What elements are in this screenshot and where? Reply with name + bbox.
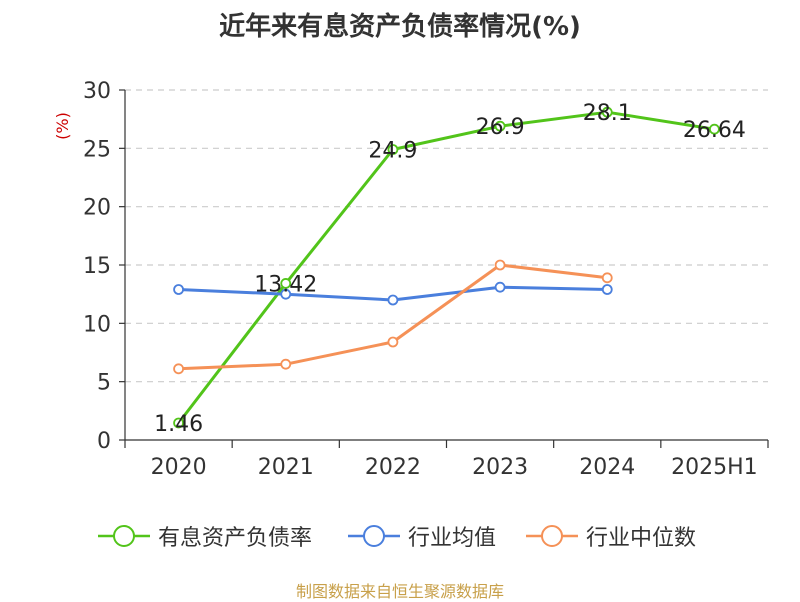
data-labels: 1.46 13.42 24.9 26.9 28.1 26.64 [154,101,746,437]
x-tick-label-4: 2024 [579,455,635,480]
legend-item-series-1[interactable]: 有息资产负债率 [96,518,312,554]
point-s2-2022 [387,294,399,306]
point-s3-2021 [280,358,292,370]
source-note: 制图数据来自恒生聚源数据库 [295,582,504,601]
series-lines [173,106,720,429]
legend-marker-2-icon [348,525,400,547]
legend: 有息资产负债率 行业均值 行业中位数 [0,518,800,558]
x-tick-label-3: 2023 [472,455,528,480]
y-tick-label-1: 5 [97,371,111,396]
legend-label-series-3: 行业中位数 [586,526,697,551]
legend-marker-3-icon [526,525,578,547]
point-s3-2022 [387,336,399,348]
chart-title: 近年来有息资产负债率情况(%) [219,12,581,42]
legend-item-series-3[interactable]: 行业中位数 [524,518,696,554]
y-tick-label-0: 0 [97,429,111,454]
point-s3-2020 [173,363,184,375]
y-tick-label-4: 20 [83,196,111,221]
series-line-3 [178,263,608,371]
data-label-s1-2025H1: 26.64 [683,118,746,143]
data-label-s1-2024: 28.1 [583,101,632,126]
legend-label-series-1: 有息资产负债率 [158,526,313,551]
point-s2-2023 [494,281,506,293]
y-tick-label-5: 25 [83,137,111,162]
point-s1-2021 [280,278,292,289]
y-axis-label: (%) [53,112,72,140]
point-s1-2020 [173,417,184,429]
data-label-s1-2023: 26.9 [476,115,525,140]
point-s2-2024 [601,284,613,295]
point-s2-2020 [173,284,184,295]
point-s2-2021 [280,288,292,300]
y-tick-label-3: 15 [83,254,111,279]
series-line-1 [177,110,715,424]
legend-label-series-2: 行业均值 [408,526,497,551]
data-label-s1-2022: 24.9 [368,139,417,164]
point-s1-2022 [387,144,399,155]
grid-lines [125,89,768,383]
x-tick-label-2: 2022 [365,455,421,480]
x-tick-label-5: 2025H1 [671,455,758,480]
data-label-s1-2020: 1.46 [154,412,203,437]
point-s1-2025H1 [709,123,720,135]
y-tick-label-6: 30 [83,79,111,104]
point-s3-2023 [494,259,506,271]
legend-marker-1-icon [98,525,150,547]
legend-item-series-2[interactable]: 行业均值 [346,518,496,554]
x-tick-label-0: 2020 [151,455,207,480]
data-label-s1-2021: 13.42 [254,272,317,297]
axes: 0 5 10 15 20 25 30 2020 2021 2022 2023 2024 2025H1 (%… [53,79,769,480]
point-s1-2023 [494,120,506,132]
point-s3-2024 [601,272,613,284]
y-tick-label-2: 10 [83,312,111,337]
point-s1-2024 [601,106,613,118]
x-tick-label-1: 2021 [258,455,314,480]
